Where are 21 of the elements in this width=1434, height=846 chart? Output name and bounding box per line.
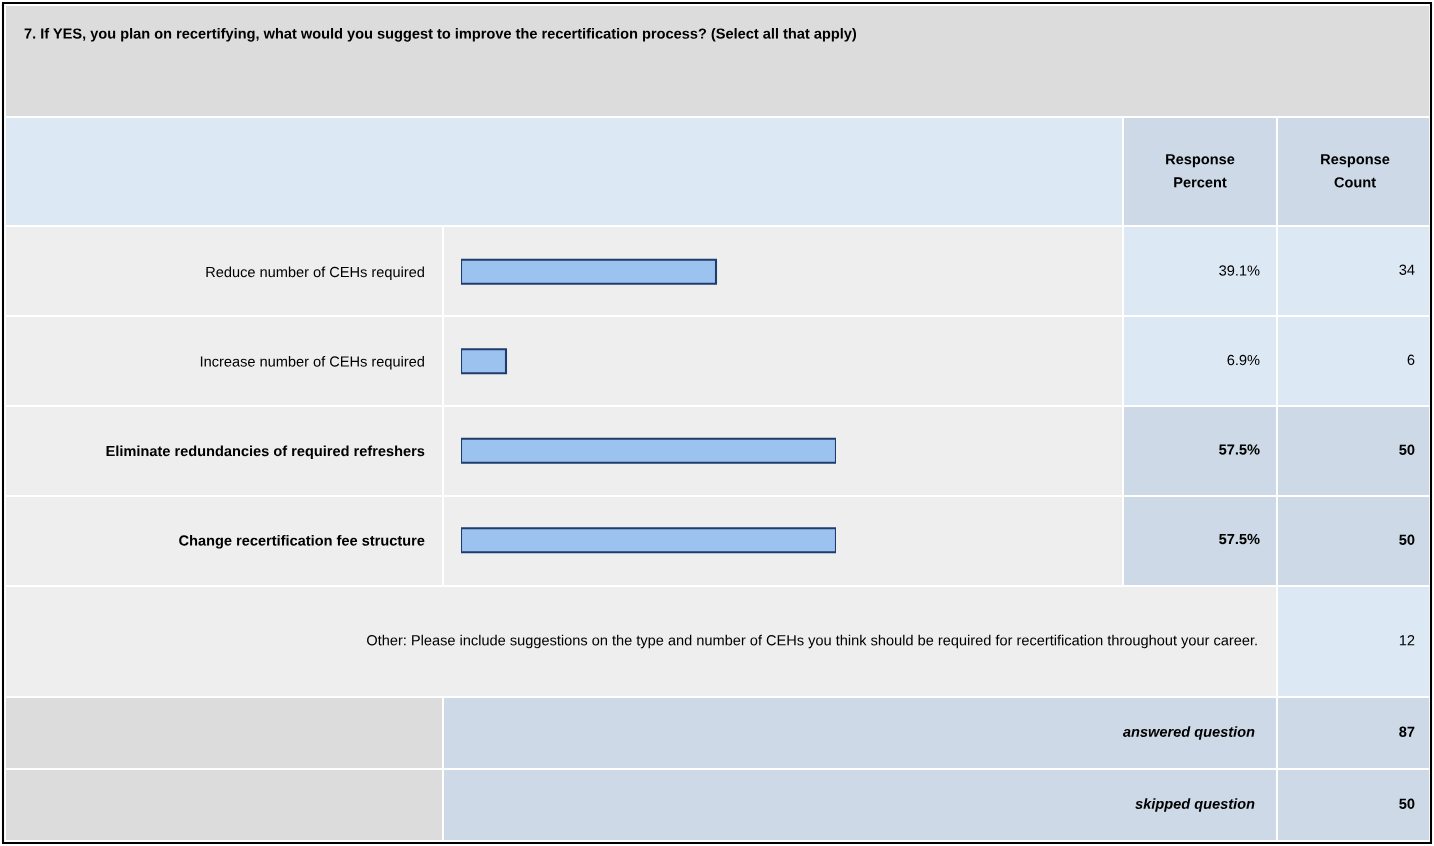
text: answered question bbox=[1122, 726, 1255, 740]
text: 50 bbox=[1399, 534, 1415, 545]
data-label: 57.5% bbox=[1219, 444, 1260, 455]
data-label: 6.9% bbox=[1227, 354, 1260, 366]
y-tick-label: Reduce number of CEHs required bbox=[206, 266, 424, 281]
text: Other: Please include suggestions on the type and number of CEHs you think should be required for recertification throughout your career. bbox=[367, 634, 1257, 649]
chart-title: 7. If YES, you plan on recertifying, what would you suggest to improve the recertification process? (Select all that apply) bbox=[24, 28, 857, 42]
y-tick-label: Eliminate redundancies of required refreshers bbox=[106, 445, 425, 460]
y-tick-label: Increase number of CEHs required bbox=[200, 355, 424, 370]
data-label: 39.1% bbox=[1219, 265, 1260, 276]
text: 50 bbox=[1399, 444, 1415, 455]
data-label: 57.5% bbox=[1219, 533, 1260, 545]
text: 34 bbox=[1399, 264, 1415, 275]
text: 87 bbox=[1399, 726, 1415, 737]
text: Response Percent bbox=[1166, 154, 1235, 188]
text: 50 bbox=[1399, 798, 1415, 809]
text: skipped question bbox=[1135, 798, 1255, 812]
text: 12 bbox=[1399, 635, 1415, 646]
text: 6 bbox=[1407, 354, 1415, 365]
text: Response Count bbox=[1321, 154, 1390, 188]
y-tick-label: Change recertification fee structure bbox=[179, 534, 425, 549]
